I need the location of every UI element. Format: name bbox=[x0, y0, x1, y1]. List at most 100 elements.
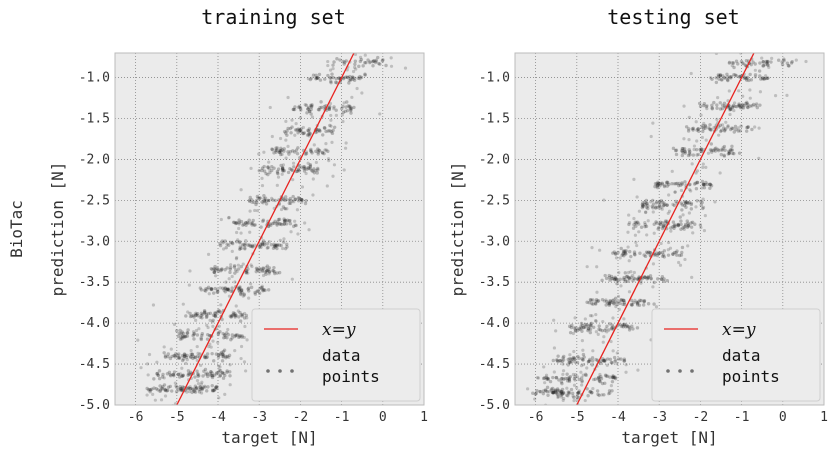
data-point bbox=[632, 216, 636, 221]
data-point bbox=[626, 279, 630, 283]
data-point bbox=[627, 276, 631, 280]
data-point bbox=[286, 150, 290, 154]
data-point bbox=[546, 376, 550, 381]
data-point bbox=[297, 127, 302, 132]
data-point bbox=[591, 349, 595, 353]
data-point bbox=[576, 392, 580, 396]
data-point bbox=[228, 265, 233, 270]
data-point bbox=[352, 105, 356, 110]
data-point bbox=[657, 204, 662, 208]
data-point bbox=[306, 107, 310, 111]
data-point bbox=[588, 298, 593, 302]
data-point bbox=[266, 198, 271, 203]
data-point bbox=[708, 182, 712, 187]
data-point bbox=[366, 58, 370, 62]
data-point bbox=[762, 77, 767, 81]
data-point bbox=[250, 223, 254, 227]
data-point bbox=[652, 302, 656, 306]
data-point bbox=[227, 216, 231, 220]
data-point bbox=[219, 217, 223, 222]
data-point bbox=[221, 240, 225, 245]
data-point bbox=[739, 124, 743, 128]
data-point bbox=[701, 197, 705, 201]
data-point bbox=[716, 148, 721, 153]
data-point bbox=[353, 53, 358, 57]
data-point bbox=[551, 358, 556, 363]
data-point bbox=[656, 252, 661, 256]
data-point bbox=[571, 331, 575, 336]
data-point bbox=[236, 286, 240, 290]
data-point bbox=[695, 180, 700, 185]
data-point bbox=[258, 196, 262, 200]
data-point bbox=[186, 310, 190, 314]
data-point bbox=[212, 388, 216, 393]
data-point bbox=[376, 55, 380, 60]
data-point bbox=[625, 324, 630, 329]
data-point bbox=[245, 269, 249, 273]
data-point bbox=[194, 387, 198, 391]
data-point bbox=[753, 125, 757, 129]
data-point bbox=[573, 378, 577, 382]
data-point bbox=[242, 242, 246, 247]
data-point bbox=[725, 72, 729, 77]
data-point bbox=[677, 183, 681, 188]
data-point bbox=[302, 164, 306, 169]
data-point bbox=[331, 63, 335, 67]
data-point bbox=[687, 200, 692, 205]
data-point bbox=[207, 345, 211, 349]
data-point bbox=[260, 269, 265, 274]
data-point bbox=[589, 322, 593, 326]
data-point bbox=[285, 133, 289, 137]
data-point bbox=[656, 180, 660, 184]
data-point bbox=[566, 394, 570, 398]
data-point bbox=[674, 152, 679, 157]
data-point bbox=[536, 376, 541, 380]
data-point bbox=[615, 351, 619, 355]
data-point bbox=[552, 390, 556, 395]
data-point bbox=[227, 277, 231, 281]
data-point bbox=[302, 131, 307, 135]
data-point bbox=[221, 352, 225, 357]
data-point bbox=[591, 386, 595, 391]
data-point bbox=[207, 333, 212, 338]
plot-frame bbox=[114, 52, 425, 406]
data-point bbox=[151, 303, 156, 307]
data-point bbox=[230, 249, 234, 253]
data-point bbox=[551, 375, 555, 380]
data-point bbox=[741, 94, 745, 98]
data-point bbox=[642, 275, 647, 279]
data-point bbox=[210, 287, 214, 291]
data-point bbox=[296, 199, 301, 203]
data-point bbox=[682, 147, 687, 151]
data-point bbox=[198, 315, 202, 319]
data-point bbox=[588, 389, 593, 394]
data-point bbox=[709, 128, 713, 132]
data-point bbox=[697, 101, 702, 106]
data-point bbox=[277, 217, 282, 222]
data-point bbox=[631, 279, 635, 283]
data-point bbox=[233, 271, 237, 275]
data-point bbox=[641, 203, 645, 207]
data-point bbox=[293, 105, 297, 109]
data-point bbox=[603, 273, 607, 278]
data-point bbox=[158, 384, 162, 388]
data-point bbox=[278, 238, 282, 242]
data-point bbox=[239, 287, 244, 292]
data-point bbox=[326, 157, 331, 161]
data-point bbox=[318, 129, 322, 133]
x-tick-label: -1 bbox=[334, 410, 350, 425]
data-point bbox=[274, 244, 278, 248]
data-point bbox=[329, 80, 333, 85]
data-point bbox=[687, 115, 691, 119]
data-point bbox=[734, 104, 739, 109]
data-point bbox=[603, 359, 607, 363]
data-point bbox=[612, 278, 617, 282]
data-point bbox=[160, 375, 165, 379]
data-point bbox=[225, 370, 229, 375]
data-point bbox=[211, 318, 215, 323]
data-point bbox=[205, 314, 209, 318]
data-point bbox=[560, 395, 564, 399]
data-point bbox=[607, 302, 611, 306]
data-point bbox=[746, 125, 750, 129]
data-point bbox=[295, 151, 300, 156]
